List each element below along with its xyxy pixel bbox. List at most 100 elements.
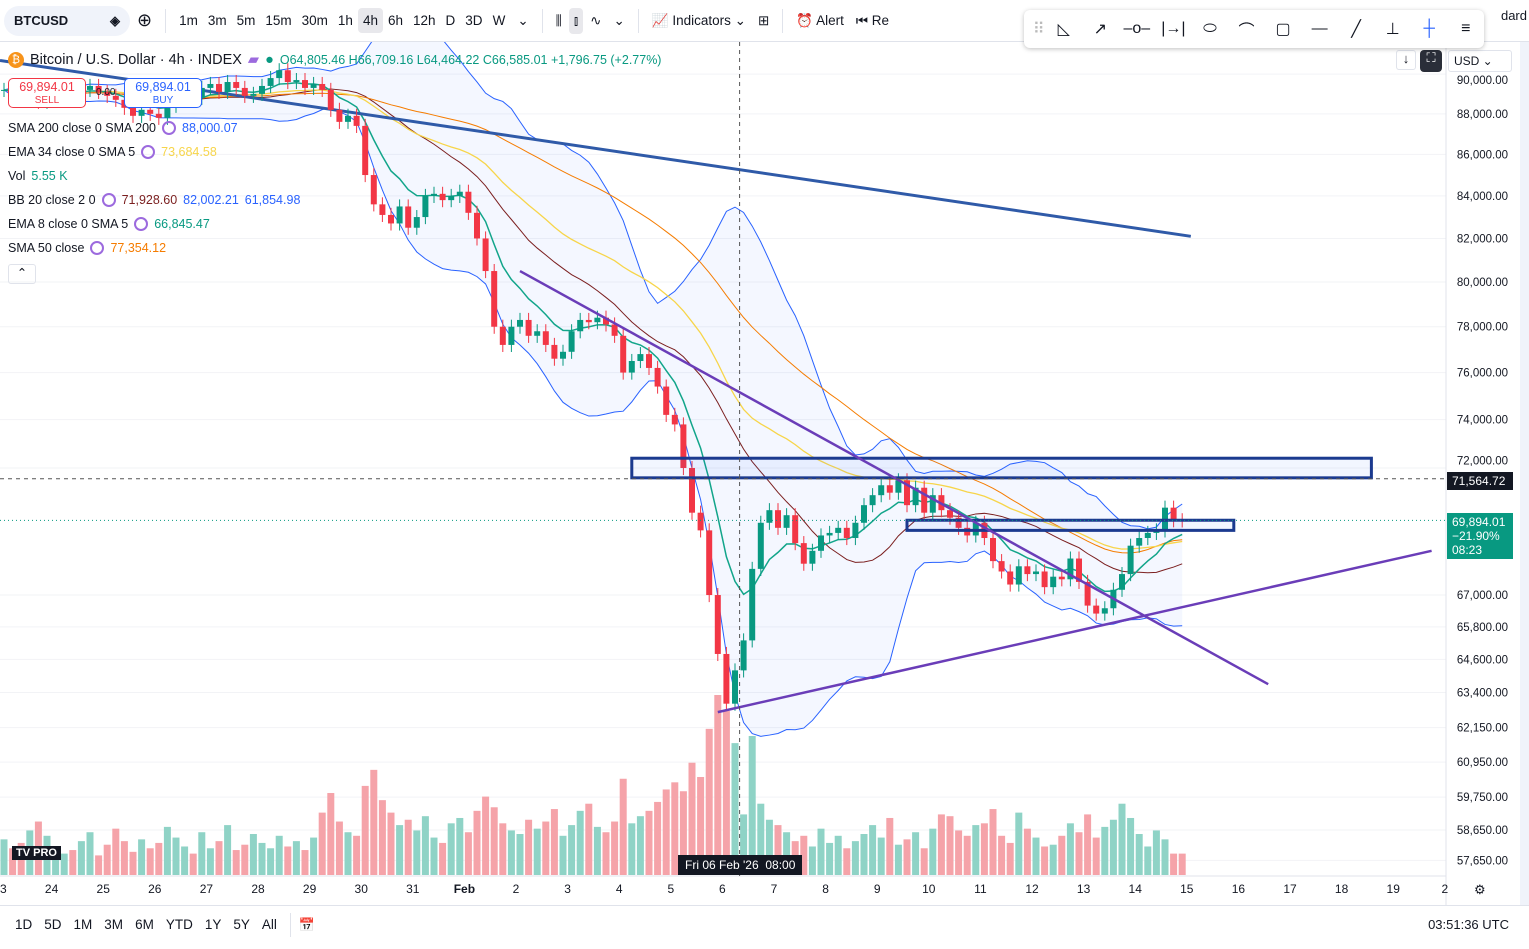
auto-scale-button[interactable]: ⛶ xyxy=(1420,50,1442,72)
volume-bar xyxy=(267,848,275,875)
buy-button[interactable]: 69,894.01 BUY xyxy=(124,78,202,108)
indicators-label: Indicators xyxy=(672,12,731,28)
chevron-down-icon[interactable]: ⌄ xyxy=(613,12,625,28)
refresh-icon[interactable] xyxy=(90,241,105,255)
time-tick-label: 24 xyxy=(45,882,59,896)
sell-button[interactable]: 69,894.01 SELL xyxy=(8,78,86,108)
volume-bar xyxy=(576,810,584,875)
rectangle-tool-icon[interactable]: ▢ xyxy=(1275,21,1291,38)
goto-date-icon[interactable]: 📅 xyxy=(298,916,316,932)
horizontal-ray-icon[interactable]: –o– xyxy=(1123,20,1151,37)
price-tick-label: 60,950.00 xyxy=(1457,757,1508,769)
interval-D[interactable]: D xyxy=(445,13,456,28)
volume-bar xyxy=(568,825,576,875)
volume-bar xyxy=(396,825,404,875)
price-chart[interactable]: 90,000.00 88,000.00 86,000.00 84,000.00 82,0… xyxy=(0,42,1520,905)
interval-3m[interactable]: 3m xyxy=(207,13,227,28)
volume-bar xyxy=(826,842,834,875)
indicator-value: 5.55 K xyxy=(31,169,68,183)
candle-body xyxy=(259,85,265,94)
interval-15m[interactable]: 15m xyxy=(265,13,292,28)
volume-bar xyxy=(95,855,103,875)
curve-tool-icon[interactable]: ⌒ xyxy=(1238,23,1255,40)
time-settings-icon[interactable]: ⚙ xyxy=(1474,882,1486,897)
trendline-tool-icon[interactable]: ╱ xyxy=(1351,21,1361,38)
scroll-down-button[interactable]: ↓ xyxy=(1396,50,1416,70)
interval-12h[interactable]: 12h xyxy=(413,13,436,28)
interval-1h[interactable]: 1h xyxy=(337,13,353,28)
volume-bar xyxy=(671,782,679,875)
indicator-row[interactable]: SMA 200 close 0 SMA 200 88,000.07 xyxy=(8,116,661,140)
indicators-button[interactable]: 📈 Indicators ⌄ xyxy=(651,12,746,28)
layout-name[interactable]: dard xyxy=(1500,8,1527,23)
tradingview-logo[interactable]: TV PRO xyxy=(12,846,61,860)
refresh-icon[interactable] xyxy=(134,217,149,231)
flag-icon[interactable]: ▰ xyxy=(247,52,260,68)
bar-style-icon[interactable]: ⫼ xyxy=(555,12,562,28)
horizontal-line-icon[interactable]: — xyxy=(1311,20,1328,37)
symbol-search[interactable]: BTCUSD ◈ xyxy=(4,5,130,36)
layouts-icon[interactable]: ⊞ xyxy=(757,12,770,28)
candle-style-icon[interactable]: ⫾ xyxy=(568,7,584,34)
candle-body xyxy=(130,107,136,116)
indicator-row[interactable]: SMA 50 close 77,354.12 xyxy=(8,236,661,260)
candle-body xyxy=(1127,545,1134,575)
candle-body xyxy=(646,354,652,368)
line-style-icon[interactable]: ∿ xyxy=(590,12,602,28)
replay-button[interactable]: ⏮ Re xyxy=(855,12,890,28)
time-tick-label: 17 xyxy=(1283,882,1297,896)
divider xyxy=(541,8,543,33)
range-1Y[interactable]: 1Y xyxy=(204,917,222,932)
indicator-row[interactable]: BB 20 close 2 0 71,928.60 82,002.21 61,854.… xyxy=(8,188,661,212)
indicator-row[interactable]: EMA 8 close 0 SMA 5 66,845.47 xyxy=(8,212,661,236)
range-1M[interactable]: 1M xyxy=(73,917,93,932)
candle-body xyxy=(852,522,859,539)
refresh-icon[interactable] xyxy=(162,121,177,135)
indicator-row[interactable]: Vol 5.55 K xyxy=(8,164,661,188)
range-5D[interactable]: 5D xyxy=(44,917,62,932)
volume-bar xyxy=(421,816,429,875)
drag-handle-icon[interactable]: ⠿ xyxy=(1032,21,1045,38)
volume-bar xyxy=(456,817,464,875)
range-1D[interactable]: 1D xyxy=(15,917,33,932)
side-strip xyxy=(1520,42,1529,905)
crosshair-tool-icon[interactable]: ┼ xyxy=(1423,20,1435,37)
range-YTD[interactable]: YTD xyxy=(165,917,193,932)
fib-tool-icon[interactable]: ≡ xyxy=(1461,20,1471,37)
interval-W[interactable]: W xyxy=(492,13,506,28)
triangle-tool-icon[interactable]: ◺ xyxy=(1057,21,1070,38)
candle-body xyxy=(525,319,532,336)
chevron-down-icon[interactable]: ⌄ xyxy=(517,12,529,28)
indicator-row[interactable]: EMA 34 close 0 SMA 5 73,684.58 xyxy=(8,140,661,164)
interval-4h[interactable]: 4h xyxy=(357,8,383,33)
arrow-tool-icon[interactable]: ↗ xyxy=(1093,21,1107,38)
interval-5m[interactable]: 5m xyxy=(236,13,256,28)
price-range-icon[interactable]: ⊥ xyxy=(1385,21,1400,38)
interval-3D[interactable]: 3D xyxy=(465,13,483,28)
refresh-icon[interactable] xyxy=(101,193,116,207)
currency-select[interactable]: USD ⌄ xyxy=(1448,50,1512,72)
support-box xyxy=(905,518,1236,532)
date-range-icon[interactable]: |→| xyxy=(1161,20,1186,37)
range-3M[interactable]: 3M xyxy=(104,917,124,932)
interval-30m[interactable]: 30m xyxy=(301,13,328,28)
ellipse-tool-icon[interactable]: ⬭ xyxy=(1203,20,1217,37)
candle-body xyxy=(104,91,111,96)
diamond-icon[interactable]: ◈ xyxy=(110,12,120,28)
volume-bar xyxy=(112,828,120,875)
add-symbol-icon[interactable]: ⊕ xyxy=(137,10,153,30)
candle-body xyxy=(740,640,747,671)
collapse-legend-button[interactable]: ⌃ xyxy=(8,264,36,284)
interval-1m[interactable]: 1m xyxy=(179,13,198,28)
interval-6h[interactable]: 6h xyxy=(387,13,404,28)
time-tick-label: 9 xyxy=(874,882,881,896)
price-tick-label: 59,750.00 xyxy=(1457,792,1508,804)
time-tick-label: 31 xyxy=(406,882,420,896)
range-All[interactable]: All xyxy=(261,917,277,932)
candle-body xyxy=(87,85,93,90)
range-6M[interactable]: 6M xyxy=(135,917,154,932)
utc-clock[interactable]: 03:51:36 UTC xyxy=(1428,917,1509,932)
alert-button[interactable]: ⏰ Alert xyxy=(796,12,844,28)
range-5Y[interactable]: 5Y xyxy=(233,917,250,932)
refresh-icon[interactable] xyxy=(141,145,156,159)
